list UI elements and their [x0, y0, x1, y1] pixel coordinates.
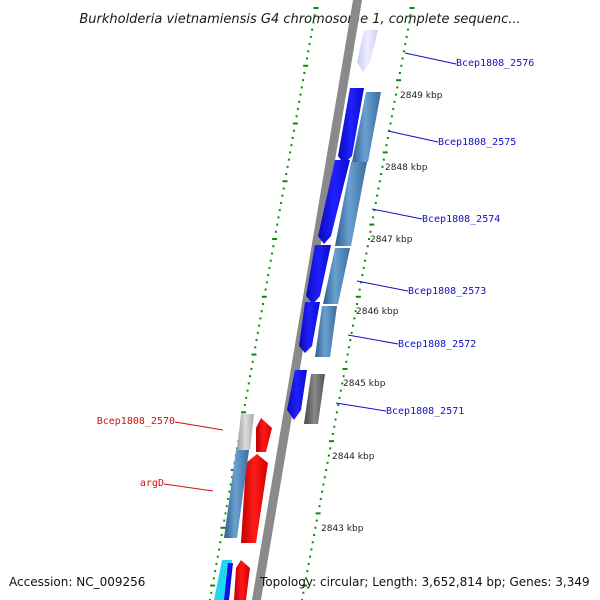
- gene-label-2574[interactable]: Bcep1808_2574: [422, 214, 500, 225]
- scale-label-2847: 2847 kbp: [370, 235, 413, 245]
- gene-label-2575[interactable]: Bcep1808_2575: [438, 137, 516, 148]
- gene-label-2572[interactable]: Bcep1808_2572: [398, 339, 476, 350]
- leader-line-2572: [347, 334, 399, 345]
- gene-arrow-argd-inner-2[interactable]: [241, 454, 268, 543]
- chromosome-backbone: [252, 0, 362, 600]
- right-tick-track: [301, 7, 415, 600]
- leader-line-2576: [404, 52, 457, 65]
- accession-text: Accession: NC_009256: [9, 575, 146, 589]
- gene-label-2573[interactable]: Bcep1808_2573: [408, 286, 486, 297]
- gene-label-argd[interactable]: argD: [140, 478, 164, 489]
- outer-gene-track: [224, 92, 381, 538]
- gene-arrow-2573-outer[interactable]: [323, 248, 350, 304]
- gene-arrow-2572-inner[interactable]: [299, 302, 320, 353]
- inner-gene-track: [214, 30, 378, 600]
- gene-arrow-argd-inner[interactable]: [256, 418, 272, 452]
- gene-arrow-bottom-blue[interactable]: [224, 563, 233, 600]
- scale-labels: 2849 kbp 2848 kbp 2847 kbp 2846 kbp 2845…: [321, 91, 443, 534]
- genome-stats-text: Topology: circular; Length: 3,652,814 bp…: [260, 575, 590, 589]
- leader-line-2570: [174, 421, 224, 431]
- scale-label-2843: 2843 kbp: [321, 524, 364, 534]
- gene-label-2571[interactable]: Bcep1808_2571: [386, 406, 464, 417]
- scale-label-2844: 2844 kbp: [332, 452, 375, 462]
- scale-label-2848: 2848 kbp: [385, 163, 428, 173]
- gene-arrow-2575-inner[interactable]: [338, 88, 364, 164]
- scale-label-2849: 2849 kbp: [400, 91, 443, 101]
- gene-arrow-2576-inner[interactable]: [357, 30, 378, 72]
- scale-label-2845: 2845 kbp: [343, 379, 386, 389]
- gene-arrow-bottom-red[interactable]: [234, 560, 250, 600]
- gene-arrow-2572-outer[interactable]: [315, 306, 337, 357]
- gene-label-2576[interactable]: Bcep1808_2576: [456, 58, 534, 69]
- leader-line-2571: [335, 402, 387, 412]
- gene-arrow-2571-inner[interactable]: [287, 370, 307, 420]
- left-tick-track: [209, 7, 319, 600]
- leader-line-2573: [356, 280, 409, 292]
- leader-line-2575: [387, 130, 439, 143]
- gene-arrow-2574-outer[interactable]: [335, 162, 367, 246]
- map-title: Burkholderia vietnamiensis G4 chromosome…: [79, 12, 520, 27]
- leader-line-argd: [163, 483, 214, 492]
- red-leader-lines: [163, 421, 224, 492]
- gene-arrow-2570-outer[interactable]: [237, 414, 254, 450]
- scale-label-2846: 2846 kbp: [356, 307, 399, 317]
- gene-labels: Bcep1808_2576 Bcep1808_2575 Bcep1808_257…: [97, 58, 535, 489]
- gene-arrow-argd-outer[interactable]: [224, 450, 249, 538]
- gene-arrow-2575-outer[interactable]: [352, 92, 381, 162]
- leader-line-2574: [371, 208, 423, 220]
- gene-label-2570[interactable]: Bcep1808_2570: [97, 416, 175, 427]
- gene-arrow-2571-outer[interactable]: [304, 374, 325, 424]
- gene-arrow-2573-inner[interactable]: [306, 245, 331, 304]
- blue-leader-lines: [335, 52, 457, 412]
- gene-arrow-2574-inner[interactable]: [318, 160, 350, 244]
